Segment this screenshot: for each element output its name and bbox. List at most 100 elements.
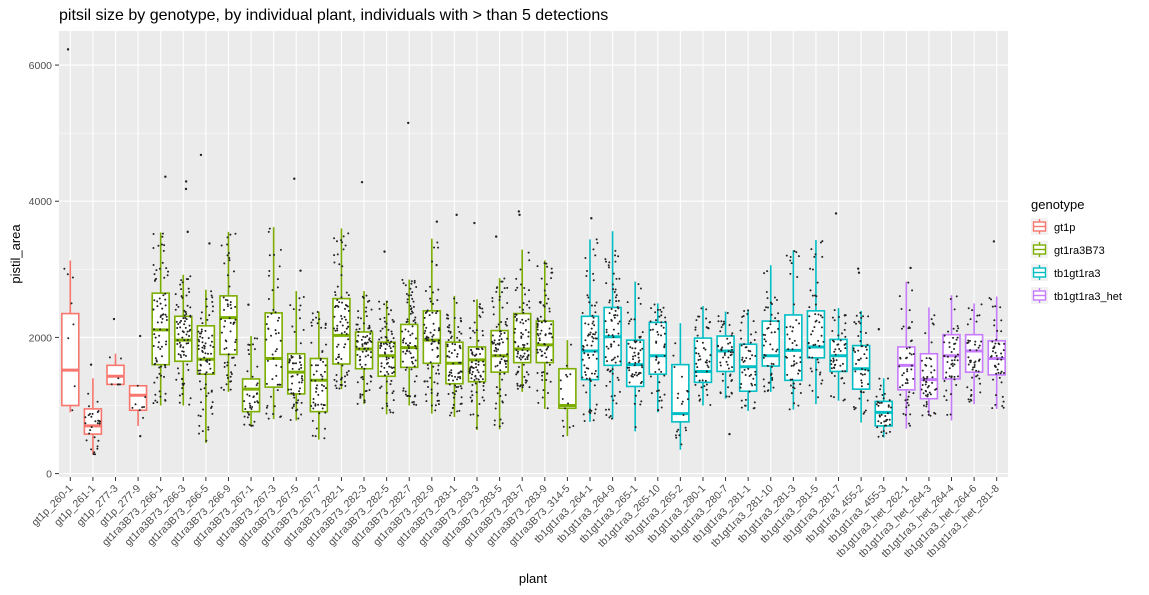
jitter-point <box>859 340 862 343</box>
jitter-point <box>662 326 665 329</box>
jitter-point <box>765 306 768 309</box>
jitter-point <box>204 352 207 355</box>
jitter-point <box>454 384 457 387</box>
jitter-point <box>906 398 909 401</box>
jitter-point <box>252 395 255 398</box>
jitter-point <box>634 426 637 429</box>
jitter-point <box>518 306 521 309</box>
jitter-point <box>479 307 482 310</box>
jitter-point <box>493 423 496 426</box>
jitter-point <box>499 418 502 421</box>
jitter-point <box>978 377 981 380</box>
jitter-point <box>951 364 954 367</box>
jitter-point <box>404 328 407 331</box>
jitter-point <box>524 358 527 361</box>
jitter-point <box>501 306 504 309</box>
jitter-point <box>322 404 325 407</box>
plot-panel <box>59 31 1008 477</box>
jitter-point <box>814 343 817 346</box>
jitter-point <box>91 412 94 415</box>
jitter-point <box>180 319 183 322</box>
jitter-point <box>772 386 775 389</box>
jitter-point <box>810 333 813 336</box>
jitter-point <box>547 297 550 300</box>
jitter-point <box>787 348 790 351</box>
jitter-point <box>180 279 183 282</box>
jitter-point <box>275 374 278 377</box>
jitter-point <box>877 401 880 404</box>
jitter-point <box>969 349 972 352</box>
jitter-point <box>583 419 586 422</box>
jitter-point <box>431 291 434 294</box>
jitter-point <box>810 370 813 373</box>
jitter-point <box>883 424 886 427</box>
jitter-point <box>944 376 947 379</box>
jitter-point <box>1000 352 1003 355</box>
jitter-point <box>450 351 453 354</box>
jitter-point <box>203 347 206 350</box>
jitter-point <box>360 376 363 379</box>
y-tick-label: 0 <box>46 469 52 481</box>
jitter-point <box>902 412 905 415</box>
jitter-point <box>188 329 191 332</box>
jitter-point <box>546 372 549 375</box>
jitter-point <box>298 354 301 357</box>
jitter-point <box>356 339 359 342</box>
jitter-point <box>522 384 525 387</box>
jitter-point <box>565 373 568 376</box>
jitter-point <box>991 407 994 410</box>
jitter-point <box>789 259 792 262</box>
jitter-point <box>478 380 481 383</box>
jitter-point <box>523 344 526 347</box>
jitter-point <box>226 305 229 308</box>
jitter-point <box>469 396 472 399</box>
jitter-point <box>788 337 791 340</box>
jitter-point <box>722 320 725 323</box>
jitter-point <box>811 294 814 297</box>
jitter-point <box>789 325 792 328</box>
jitter-point <box>181 336 184 339</box>
jitter-point <box>274 329 277 332</box>
jitter-point <box>475 377 478 380</box>
jitter-point <box>300 377 303 380</box>
jitter-point <box>182 384 185 387</box>
box-gt1ra3B73_266-1 <box>151 175 170 406</box>
jitter-point <box>617 299 620 302</box>
jitter-point <box>177 305 180 308</box>
jitter-point <box>596 375 599 378</box>
legend-label: tb1gt1ra3 <box>1054 268 1100 280</box>
jitter-point <box>189 314 192 317</box>
jitter-point <box>584 339 587 342</box>
jitter-point <box>456 410 459 413</box>
jitter-point <box>839 350 842 353</box>
jitter-point <box>155 360 158 363</box>
box-gt1ra3B73_267-1 <box>241 303 261 427</box>
jitter-point <box>482 385 485 388</box>
jitter-point <box>653 303 656 306</box>
jitter-point <box>927 410 930 413</box>
jitter-point <box>310 379 313 382</box>
jitter-point <box>271 353 274 356</box>
jitter-point <box>93 451 96 454</box>
jitter-point <box>1003 371 1006 374</box>
jitter-point <box>212 371 215 374</box>
jitter-point <box>391 392 394 395</box>
jitter-point <box>614 296 617 299</box>
jitter-point <box>447 330 450 333</box>
jitter-point <box>211 401 214 404</box>
jitter-point <box>675 436 678 439</box>
jitter-point <box>656 331 659 334</box>
jitter-point <box>907 281 910 284</box>
jitter-point <box>859 322 862 325</box>
jitter-point <box>404 342 407 345</box>
jitter-point <box>338 263 341 266</box>
box-tb1gt1ra3_het_264-4 <box>942 295 961 421</box>
jitter-point <box>234 318 237 321</box>
jitter-point <box>432 340 435 343</box>
jitter-point <box>974 343 977 346</box>
jitter-point <box>594 337 597 340</box>
jitter-point <box>548 363 551 366</box>
box-gt1p_261-1 <box>83 363 103 456</box>
jitter-point <box>451 375 454 378</box>
jitter-point <box>590 327 593 330</box>
